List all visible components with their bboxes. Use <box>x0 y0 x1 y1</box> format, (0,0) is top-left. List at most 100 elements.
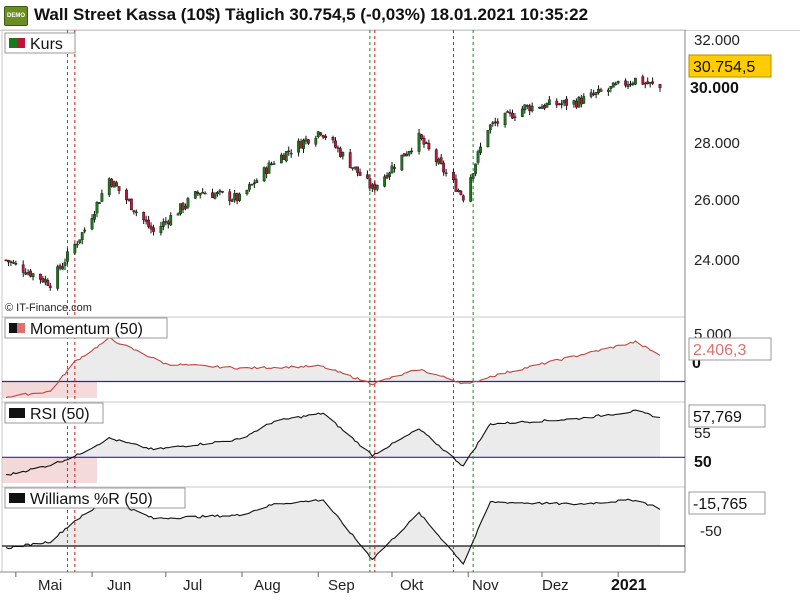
x-label-okt: Okt <box>400 577 424 594</box>
candle-body <box>184 206 187 209</box>
candle-body <box>611 82 615 88</box>
candle-body <box>634 77 637 85</box>
candle-body <box>144 219 148 222</box>
candle-body <box>456 190 460 192</box>
x-label-dez: Dez <box>542 577 569 594</box>
price-panel-frame <box>1 29 686 318</box>
momentum-last-label: 2.406,3 <box>693 342 746 359</box>
candle-body <box>75 243 79 246</box>
candle-body <box>319 132 323 135</box>
candle-body <box>314 137 318 145</box>
candle-body <box>216 191 219 195</box>
candle-body <box>252 182 256 185</box>
candle-body <box>353 166 357 169</box>
candle-body <box>643 82 647 85</box>
candle-body <box>417 132 421 152</box>
candle-body <box>233 193 237 200</box>
candle-body <box>129 198 133 211</box>
candle-body <box>149 225 153 230</box>
candle-body <box>597 88 600 93</box>
rsi-legend-icon <box>9 408 25 418</box>
candle-body <box>41 278 45 283</box>
rsi-legend-box[interactable] <box>4 402 104 424</box>
momentum-area <box>6 337 660 398</box>
candle-body <box>624 80 627 86</box>
price-tick-28000: 28.000 <box>694 135 740 152</box>
candle-body <box>444 172 448 174</box>
williams-legend-box[interactable] <box>4 487 186 509</box>
candle-body <box>513 116 517 118</box>
x-label-aug: Aug <box>254 577 281 594</box>
candle-body <box>348 152 352 169</box>
candle-body <box>238 193 241 201</box>
candle-body <box>366 174 369 179</box>
candle-body <box>439 157 443 164</box>
candle-body <box>265 167 269 174</box>
candle-body <box>474 163 478 174</box>
candle-body <box>545 103 549 108</box>
candle-body <box>488 124 492 131</box>
candle-body <box>248 184 251 190</box>
candle-body <box>589 92 593 97</box>
candle-body <box>557 103 561 105</box>
candle-body <box>9 261 13 263</box>
candle-body <box>201 192 205 194</box>
price-tick-26000: 26.000 <box>694 192 740 209</box>
candle-body <box>525 105 529 107</box>
candle-body <box>169 215 173 226</box>
candle-body <box>393 167 396 169</box>
williams-tick-neg50: -50 <box>700 523 722 540</box>
candle-body <box>388 172 391 177</box>
candle-body <box>506 111 509 113</box>
candle-body <box>132 210 136 212</box>
candle-body <box>48 285 52 289</box>
momentum-legend-icon-fill <box>17 323 25 333</box>
candle-body <box>543 105 546 109</box>
candle-body <box>383 176 387 187</box>
candle-body <box>471 173 475 179</box>
candle-body <box>211 192 214 198</box>
x-label-jun: Jun <box>107 577 131 594</box>
candle-body <box>262 167 266 182</box>
candle-body <box>181 202 185 210</box>
candle-body <box>614 83 618 86</box>
x-label-sep: Sep <box>328 577 355 594</box>
candle-body <box>279 154 283 164</box>
candle-body <box>555 100 559 106</box>
candle-body <box>373 183 377 190</box>
candle-body <box>538 106 541 109</box>
williams-last-label: -15,765 <box>693 496 747 513</box>
momentum-legend-box[interactable] <box>4 317 168 339</box>
candle-body <box>321 135 325 138</box>
candle-body <box>646 81 650 85</box>
rsi-negative-area <box>2 457 97 483</box>
rsi-legend-label: RSI (50) <box>30 406 90 423</box>
candle-body <box>164 221 168 223</box>
candle-body <box>594 92 598 95</box>
williams-last-badge <box>688 491 766 515</box>
candle-body <box>198 192 202 196</box>
kurs-legend-icon-down <box>17 38 25 48</box>
candle-body <box>375 184 379 190</box>
candle-body <box>230 199 234 202</box>
candle-body <box>609 86 613 89</box>
candle-body <box>491 122 495 124</box>
candle-body <box>46 279 50 286</box>
candle-body <box>93 214 96 220</box>
candle-body <box>577 97 581 108</box>
candle-body <box>452 172 455 181</box>
candle-body <box>63 262 67 266</box>
candle-body <box>142 211 146 221</box>
candle-body <box>110 178 114 187</box>
candle-body <box>540 106 544 109</box>
candle-body <box>582 96 586 104</box>
candle-body <box>370 184 374 189</box>
candle-body <box>115 182 119 187</box>
candle-body <box>26 272 30 275</box>
candle-body <box>267 162 271 174</box>
signal-lines <box>66 30 474 572</box>
panel-frames <box>0 29 686 577</box>
x-label-mai: Mai <box>38 577 62 594</box>
candle-body <box>159 226 163 234</box>
candle-body <box>73 244 77 254</box>
